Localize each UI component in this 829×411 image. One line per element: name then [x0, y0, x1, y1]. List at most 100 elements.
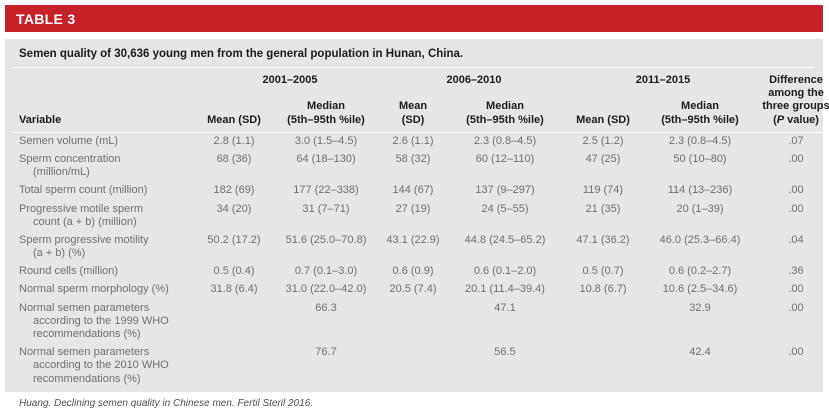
table-header: 2001–2005 2006–2010 2011–2015 Difference… — [13, 69, 829, 133]
value-cell: 2.8 (1.1) — [213, 134, 255, 147]
value-cell: 31.0 (22.0–42.0) — [285, 283, 367, 296]
variable-label-line: count (a + b) (million) — [33, 215, 137, 228]
value-cell: 50.2 (17.2) — [207, 233, 261, 246]
mean-header-2001-2005: Mean (SD) — [198, 93, 270, 133]
variable-cell: Sperm concentration (million/mL) — [13, 151, 198, 182]
table-row: Total sperm count (million) 182 (69) 177… — [13, 182, 829, 200]
table-row: Sperm progressive motility (a + b) (%) 50… — [13, 232, 829, 263]
table-body: Semen volume (mL) 2.8 (1.1) 3.0 (1.5–4.5… — [13, 132, 829, 389]
p-header-text: Difference among the three groups — [762, 74, 829, 113]
value-cell: 2.3 (0.8–4.5) — [473, 134, 537, 147]
value-cell: 0.6 (0.1–2.0) — [473, 265, 537, 278]
table-row: Round cells (million) 0.5 (0.4) 0.7 (0.1… — [13, 263, 829, 281]
value-cell: 182 (69) — [213, 184, 255, 197]
p-paren-open: ( — [773, 113, 777, 126]
value-cell: 42.4 — [689, 346, 711, 359]
p-paren-close: value) — [784, 113, 819, 126]
semen-quality-table: 2001–2005 2006–2010 2011–2015 Difference… — [13, 69, 829, 389]
value-cell — [198, 300, 270, 345]
table-title: Semen quality of 30,636 young men from t… — [13, 41, 815, 68]
variable-cell: Semen volume (mL) — [13, 132, 198, 151]
value-cell: 10.8 (6.7) — [579, 283, 627, 296]
value-cell: 0.7 (0.1–3.0) — [294, 265, 358, 278]
value-cell: 47.1 — [494, 301, 516, 314]
variable-label-line: recommendations (%) — [33, 328, 141, 340]
value-cell: 3.0 (1.5–4.5) — [294, 134, 358, 147]
value-cell — [382, 300, 444, 345]
group-header-2011-2015: 2011–2015 — [635, 74, 691, 86]
variable-label-line: Sperm concentration — [19, 152, 121, 165]
variable-label-line: Normal semen parameters — [19, 346, 150, 359]
value-cell: 68 (36) — [216, 152, 252, 165]
value-cell: .00 — [788, 152, 804, 165]
value-cell: 0.6 (0.9) — [392, 265, 434, 278]
variable-label-line: Semen volume (mL) — [19, 134, 119, 147]
sub-header-row: Variable Mean (SD) Median (5th–95th %ile… — [13, 93, 829, 133]
value-cell: 60 (12–110) — [475, 152, 535, 165]
variable-label-line: Total sperm count (million) — [19, 184, 148, 197]
table-panel: Semen quality of 30,636 young men from t… — [5, 39, 829, 409]
value-cell — [198, 344, 270, 389]
variable-column-header: Variable — [13, 93, 198, 133]
variable-cell: Total sperm count (million) — [13, 182, 198, 200]
value-cell: 66.3 — [315, 301, 337, 314]
citation-footnote: Huang. Declining semen quality in Chines… — [13, 392, 815, 411]
value-cell: 144 (67) — [392, 184, 434, 197]
table-number-banner: TABLE 3 — [5, 5, 823, 32]
variable-label-line: recommendations (%) — [33, 372, 141, 385]
p-header-pvalue: (P value) — [760, 114, 829, 127]
value-cell: 20.5 (7.4) — [389, 283, 437, 296]
value-cell — [566, 344, 640, 389]
value-cell: 119 (74) — [582, 184, 624, 197]
value-cell: 64 (18–130) — [296, 152, 356, 165]
value-cell: 20 (1–39) — [676, 202, 724, 215]
value-cell: 0.6 (0.2–2.7) — [668, 265, 732, 278]
value-cell: 2.3 (0.8–4.5) — [668, 134, 732, 147]
value-cell: 47.1 (36.2) — [576, 233, 630, 246]
table-number-label: TABLE 3 — [16, 10, 76, 27]
group-header-2006-2010: 2006–2010 — [446, 74, 502, 86]
value-cell — [566, 300, 640, 345]
p-italic: P — [776, 113, 785, 126]
table-row: Sperm concentration (million/mL) 68 (36) … — [13, 151, 829, 182]
value-cell: 46.0 (25.3–66.4) — [659, 233, 741, 246]
variable-label-line: Round cells (million) — [19, 265, 119, 278]
median-header-2006-2010: Median (5th–95th %ile) — [444, 93, 566, 133]
value-cell: .07 — [788, 134, 804, 147]
value-cell: 43.1 (22.9) — [386, 233, 440, 246]
value-cell: 44.8 (24.5–65.2) — [464, 233, 546, 246]
p-value-column-header: Difference among the three groups (P val… — [760, 69, 829, 133]
variable-cell: Progressive motile sperm count (a + b) (m… — [13, 201, 198, 232]
variable-cell: Normal sperm morphology (%) — [13, 281, 198, 299]
variable-label-line: Sperm progressive motility — [19, 233, 149, 246]
value-cell: 137 (9–297) — [475, 184, 535, 197]
median-header-2001-2005: Median (5th–95th %ile) — [270, 93, 382, 133]
value-cell: 31.8 (6.4) — [210, 283, 258, 296]
value-cell: 34 (20) — [216, 202, 252, 215]
value-cell: 76.7 — [315, 346, 337, 359]
mean-header-2011-2015: Mean (SD) — [566, 93, 640, 133]
value-cell: 56.5 — [494, 346, 516, 359]
table-row: Normal semen parameters according to the … — [13, 300, 829, 345]
value-cell: 20.1 (11.4–39.4) — [465, 283, 545, 296]
group-header-2001-2005: 2001–2005 — [262, 74, 318, 86]
variable-cell: Normal semen parameters according to the … — [13, 344, 198, 389]
value-cell: .04 — [788, 233, 804, 246]
variable-cell: Normal semen parameters according to the … — [13, 300, 198, 345]
value-cell: 0.5 (0.4) — [213, 265, 255, 278]
table-row: Progressive motile sperm count (a + b) (m… — [13, 201, 829, 232]
table-row: Normal semen parameters according to the … — [13, 344, 829, 389]
value-cell: 24 (5–55) — [481, 202, 529, 215]
value-cell — [382, 344, 444, 389]
variable-label-line: Normal semen parameters — [19, 301, 150, 314]
variable-label-line: according to the 1999 WHO — [33, 314, 169, 327]
variable-label-line: according to the 2010 WHO — [33, 359, 169, 372]
value-cell: .00 — [788, 346, 804, 359]
value-cell: 51.6 (25.0–70.8) — [285, 233, 367, 246]
variable-label-line: (a + b) (%) — [33, 247, 86, 260]
median-header-2011-2015: Median (5th–95th %ile) — [640, 93, 761, 133]
variable-label-line: (million/mL) — [33, 166, 90, 179]
value-cell: 58 (32) — [395, 152, 431, 165]
value-cell: .00 — [788, 283, 804, 296]
